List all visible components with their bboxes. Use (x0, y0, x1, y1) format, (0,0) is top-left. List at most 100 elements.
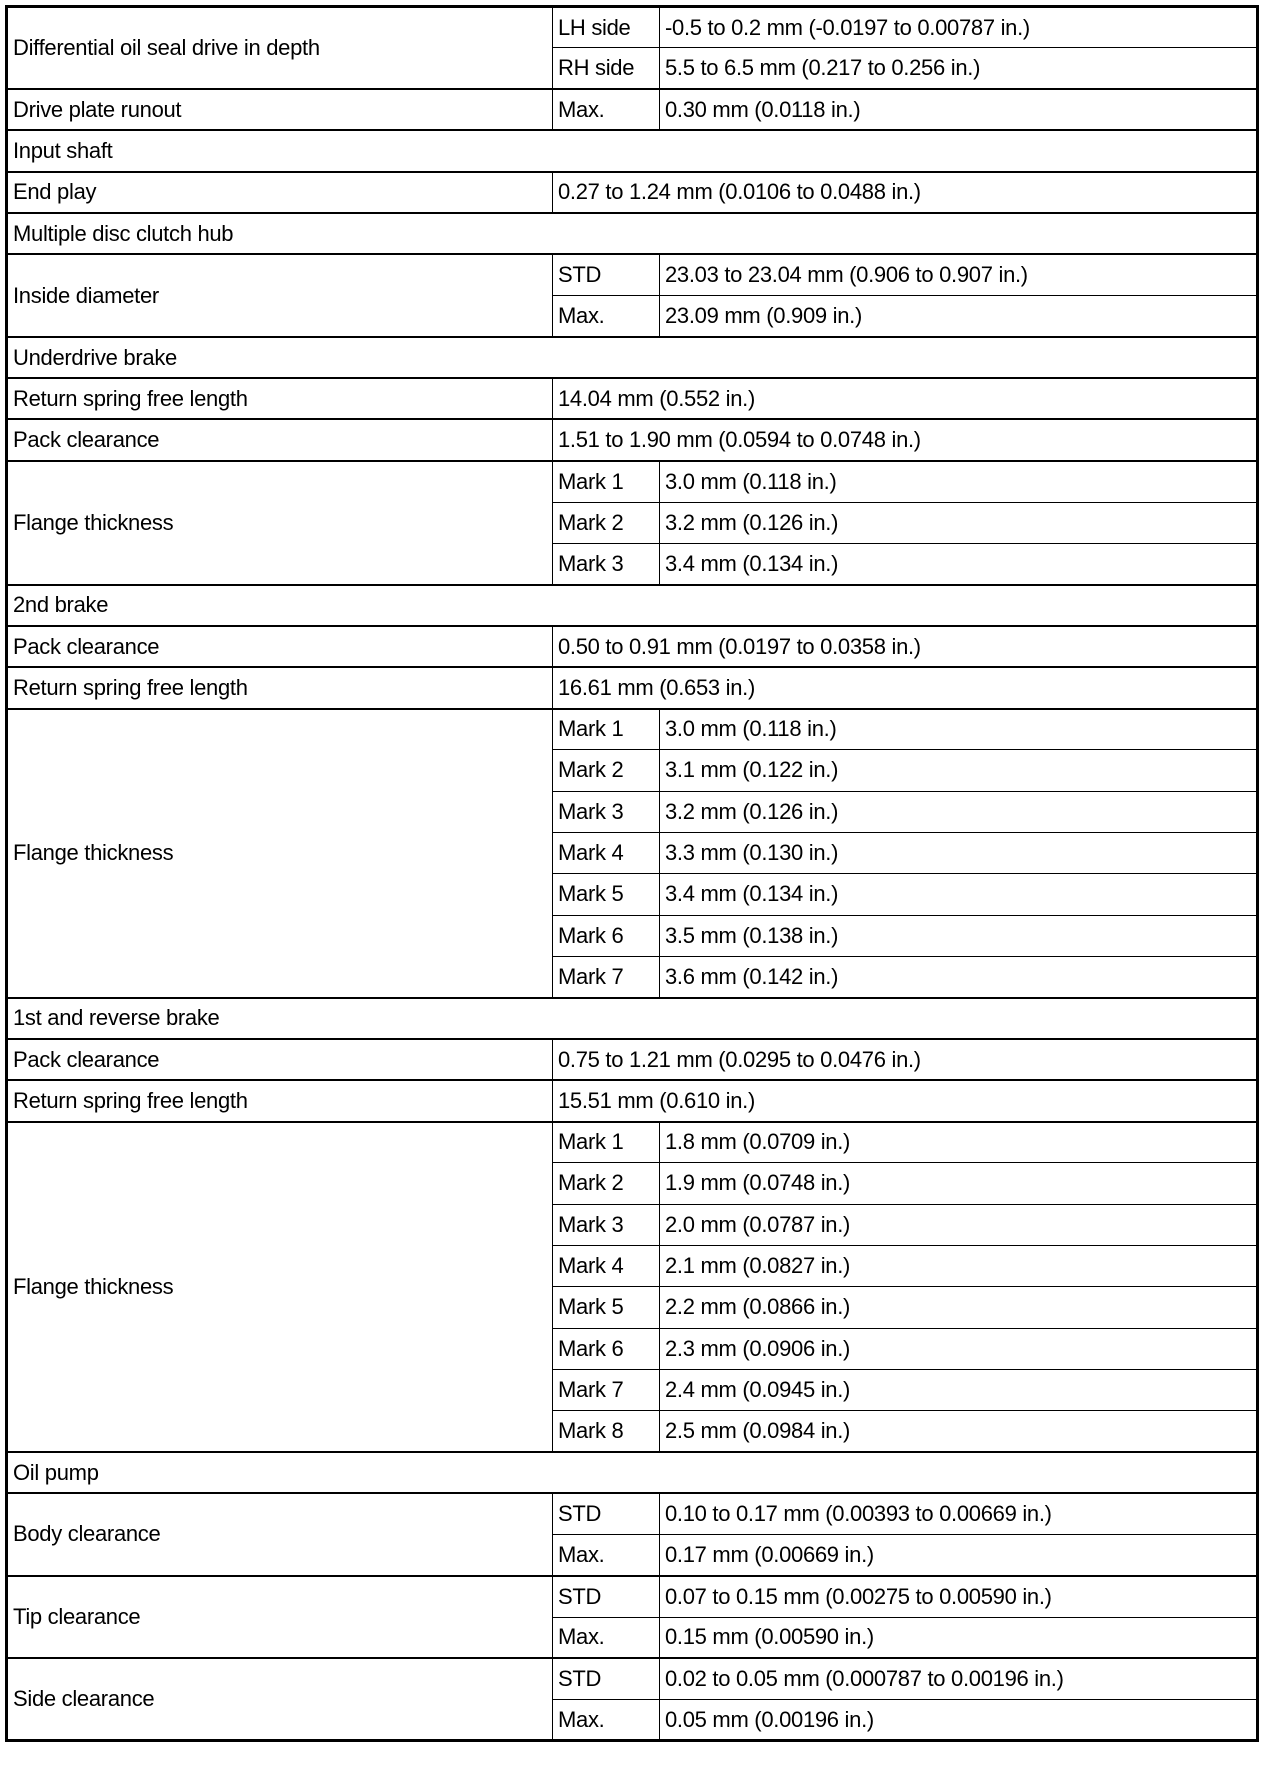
section-header-row: Oil pump (6, 1450, 1258, 1494)
spec-value: -0.5 to 0.2 mm (-0.0197 to 0.00787 in.) (659, 5, 1258, 49)
spec-row: Pack clearance 0.75 to 1.21 mm (0.0295 to… (6, 1037, 1258, 1081)
spec-value: 3.4 mm (0.134 in.) (659, 542, 1258, 586)
spec-value: 2.2 mm (0.0866 in.) (659, 1286, 1258, 1329)
spec-row: Mark 2 3.2 mm (0.126 in.) (7, 501, 1258, 544)
spec-condition: Mark 2 (552, 501, 660, 544)
spec-condition: Max. (552, 88, 660, 131)
spec-value: 0.50 to 0.91 mm (0.0197 to 0.0358 in.) (552, 624, 1258, 668)
spec-value: 0.17 mm (0.00669 in.) (659, 1533, 1258, 1577)
spec-row: Drive plate runout Max. 0.30 mm (0.0118 in… (6, 88, 1258, 131)
spec-row: Mark 2 1.9 mm (0.0748 in.) (7, 1162, 1258, 1205)
spec-value: 2.0 mm (0.0787 in.) (659, 1203, 1258, 1246)
spec-condition: Mark 1 (552, 707, 660, 751)
spec-row: Differential oil seal drive in depth LH s… (6, 5, 1258, 90)
spec-value: 23.09 mm (0.909 in.) (659, 295, 1258, 338)
spec-value: 5.5 to 6.5 mm (0.217 to 0.256 in.) (659, 47, 1258, 90)
spec-row: Mark 7 3.6 mm (0.142 in.) (7, 955, 1258, 999)
spec-condition: STD (552, 1657, 660, 1701)
spec-row: Mark 8 2.5 mm (0.0984 in.) (7, 1410, 1258, 1453)
spec-value: 0.27 to 1.24 mm (0.0106 to 0.0488 in.) (552, 170, 1258, 214)
spec-item-label: Tip clearance (6, 1574, 553, 1659)
spec-condition: Mark 8 (552, 1410, 660, 1453)
section-header-row: Underdrive brake (6, 335, 1258, 379)
spec-value: 0.07 to 0.15 mm (0.00275 to 0.00590 in.) (659, 1574, 1258, 1618)
spec-value: 0.15 mm (0.00590 in.) (659, 1616, 1258, 1659)
spec-value: 2.4 mm (0.0945 in.) (659, 1368, 1258, 1412)
spec-row: Return spring free length 15.51 mm (0.610… (6, 1079, 1258, 1123)
spec-condition: Mark 3 (552, 542, 660, 586)
spec-value: 3.0 mm (0.118 in.) (659, 459, 1258, 503)
spec-value: 0.05 mm (0.00196 in.) (659, 1699, 1258, 1742)
spec-row: Side clearance STD 0.02 to 0.05 mm (0.0007… (6, 1657, 1258, 1742)
spec-condition: Max. (552, 295, 660, 338)
spec-row: Max. 0.05 mm (0.00196 in.) (7, 1699, 1258, 1742)
spec-item-label: Drive plate runout (6, 88, 553, 131)
spec-row: Tip clearance STD 0.07 to 0.15 mm (0.00275… (6, 1574, 1258, 1659)
spec-value: 15.51 mm (0.610 in.) (552, 1079, 1258, 1123)
spec-condition: Mark 3 (552, 790, 660, 833)
spec-item-label: Body clearance (6, 1492, 553, 1577)
specification-table-body: Differential oil seal drive in depth LH s… (6, 5, 1258, 1742)
spec-value: 1.9 mm (0.0748 in.) (659, 1162, 1258, 1205)
spec-row: Flange thickness Mark 1 3.0 mm (0.118 in.) (6, 459, 1258, 586)
section-title: Multiple disc clutch hub (6, 211, 1258, 255)
spec-item-label: Pack clearance (6, 418, 553, 462)
spec-value: 1.51 to 1.90 mm (0.0594 to 0.0748 in.) (552, 418, 1258, 462)
spec-condition: STD (552, 253, 660, 297)
spec-row: Mark 5 2.2 mm (0.0866 in.) (7, 1286, 1258, 1329)
spec-row: Pack clearance 1.51 to 1.90 mm (0.0594 to… (6, 418, 1258, 462)
spec-item-label: Return spring free length (6, 666, 553, 710)
spec-item-label: Flange thickness (6, 459, 553, 586)
spec-value: 0.30 mm (0.0118 in.) (659, 88, 1258, 131)
spec-row: Pack clearance 0.50 to 0.91 mm (0.0197 to… (6, 624, 1258, 668)
section-title: Oil pump (6, 1450, 1258, 1494)
spec-value: 3.4 mm (0.134 in.) (659, 873, 1258, 916)
spec-value: 1.8 mm (0.0709 in.) (659, 1120, 1258, 1164)
spec-item-label: End play (6, 170, 553, 214)
spec-item-label: Return spring free length (6, 377, 553, 420)
spec-row: Return spring free length 16.61 mm (0.653… (6, 666, 1258, 710)
spec-condition: Mark 6 (552, 914, 660, 957)
spec-item-label: Pack clearance (6, 1037, 553, 1081)
specification-table: Differential oil seal drive in depth LH s… (5, 5, 1259, 1743)
spec-value: 14.04 mm (0.552 in.) (552, 377, 1258, 420)
spec-row: RH side 5.5 to 6.5 mm (0.217 to 0.256 in.… (7, 47, 1258, 90)
spec-condition: Mark 4 (552, 1244, 660, 1288)
spec-item-label: Pack clearance (6, 624, 553, 668)
spec-condition: Mark 5 (552, 1286, 660, 1329)
spec-row: Mark 7 2.4 mm (0.0945 in.) (7, 1368, 1258, 1412)
spec-item-label: Side clearance (6, 1657, 553, 1742)
spec-condition: Mark 2 (552, 749, 660, 792)
spec-value: 0.02 to 0.05 mm (0.000787 to 0.00196 in.… (659, 1657, 1258, 1701)
spec-condition: Max. (552, 1699, 660, 1742)
spec-condition: Mark 4 (552, 831, 660, 875)
section-title: Underdrive brake (6, 335, 1258, 379)
spec-value: 3.0 mm (0.118 in.) (659, 707, 1258, 751)
section-title: 1st and reverse brake (6, 996, 1258, 1040)
spec-item-label: Inside diameter (6, 253, 553, 338)
section-title: 2nd brake (6, 583, 1258, 627)
spec-row: Mark 3 3.4 mm (0.134 in.) (7, 542, 1258, 586)
spec-row: Flange thickness Mark 1 1.8 mm (0.0709 in.… (6, 1120, 1258, 1453)
section-header-row: Input shaft (6, 129, 1258, 173)
spec-row: Mark 4 3.3 mm (0.130 in.) (7, 831, 1258, 875)
spec-row: End play 0.27 to 1.24 mm (0.0106 to 0.048… (6, 170, 1258, 214)
spec-row: Max. 0.17 mm (0.00669 in.) (7, 1533, 1258, 1577)
spec-row: Return spring free length 14.04 mm (0.552… (6, 377, 1258, 420)
spec-value: 2.3 mm (0.0906 in.) (659, 1327, 1258, 1370)
section-header-row: Multiple disc clutch hub (6, 211, 1258, 255)
spec-value: 16.61 mm (0.653 in.) (552, 666, 1258, 710)
section-header-row: 2nd brake (6, 583, 1258, 627)
spec-value: 3.5 mm (0.138 in.) (659, 914, 1258, 957)
spec-value: 0.10 to 0.17 mm (0.00393 to 0.00669 in.) (659, 1492, 1258, 1535)
spec-condition: Mark 7 (552, 1368, 660, 1412)
spec-condition: Mark 6 (552, 1327, 660, 1370)
spec-value: 23.03 to 23.04 mm (0.906 to 0.907 in.) (659, 253, 1258, 297)
spec-value: 2.1 mm (0.0827 in.) (659, 1244, 1258, 1288)
spec-value: 0.75 to 1.21 mm (0.0295 to 0.0476 in.) (552, 1037, 1258, 1081)
spec-condition: Mark 1 (552, 459, 660, 503)
spec-value: 3.2 mm (0.126 in.) (659, 501, 1258, 544)
section-title: Input shaft (6, 129, 1258, 173)
spec-value: 3.2 mm (0.126 in.) (659, 790, 1258, 833)
section-header-row: 1st and reverse brake (6, 996, 1258, 1040)
